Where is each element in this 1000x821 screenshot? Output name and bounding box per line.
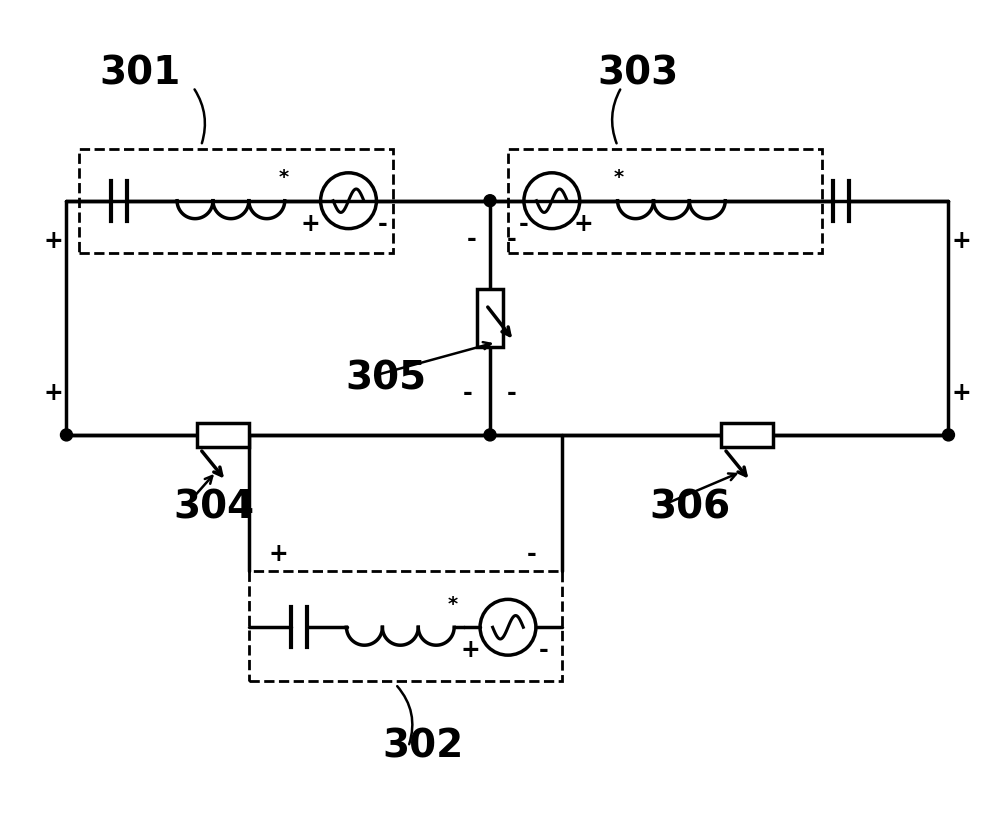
Circle shape [942, 429, 954, 441]
Text: +: + [44, 228, 63, 253]
Text: +: + [44, 381, 63, 405]
Text: -: - [463, 381, 473, 405]
Circle shape [60, 429, 72, 441]
Text: -: - [539, 638, 549, 663]
FancyArrowPatch shape [397, 686, 412, 744]
Text: *: * [279, 168, 289, 187]
Text: -: - [507, 381, 517, 405]
Text: -: - [527, 542, 537, 566]
Text: *: * [448, 595, 458, 614]
Text: +: + [952, 381, 971, 405]
Circle shape [484, 429, 496, 441]
Text: +: + [269, 542, 289, 566]
Bar [508, 149, 822, 253]
Text: +: + [301, 212, 321, 236]
Text: 302: 302 [382, 728, 464, 766]
Circle shape [484, 195, 496, 207]
Text: 304: 304 [173, 488, 254, 526]
Text: +: + [574, 212, 594, 236]
FancyArrowPatch shape [195, 89, 205, 143]
FancyArrowPatch shape [612, 89, 620, 144]
Bar [197, 423, 249, 447]
Text: 305: 305 [346, 359, 427, 397]
Text: -: - [378, 212, 387, 236]
Bar [249, 571, 562, 681]
Bar [477, 289, 503, 346]
Text: -: - [519, 212, 529, 236]
Text: 303: 303 [598, 54, 679, 92]
Text: +: + [460, 638, 480, 663]
Text: 301: 301 [99, 54, 181, 92]
Text: +: + [952, 228, 971, 253]
Bar [721, 423, 773, 447]
Text: -: - [507, 227, 517, 250]
Bar [79, 149, 393, 253]
Text: -: - [467, 227, 477, 250]
Text: 306: 306 [649, 488, 731, 526]
Text: *: * [614, 168, 624, 187]
